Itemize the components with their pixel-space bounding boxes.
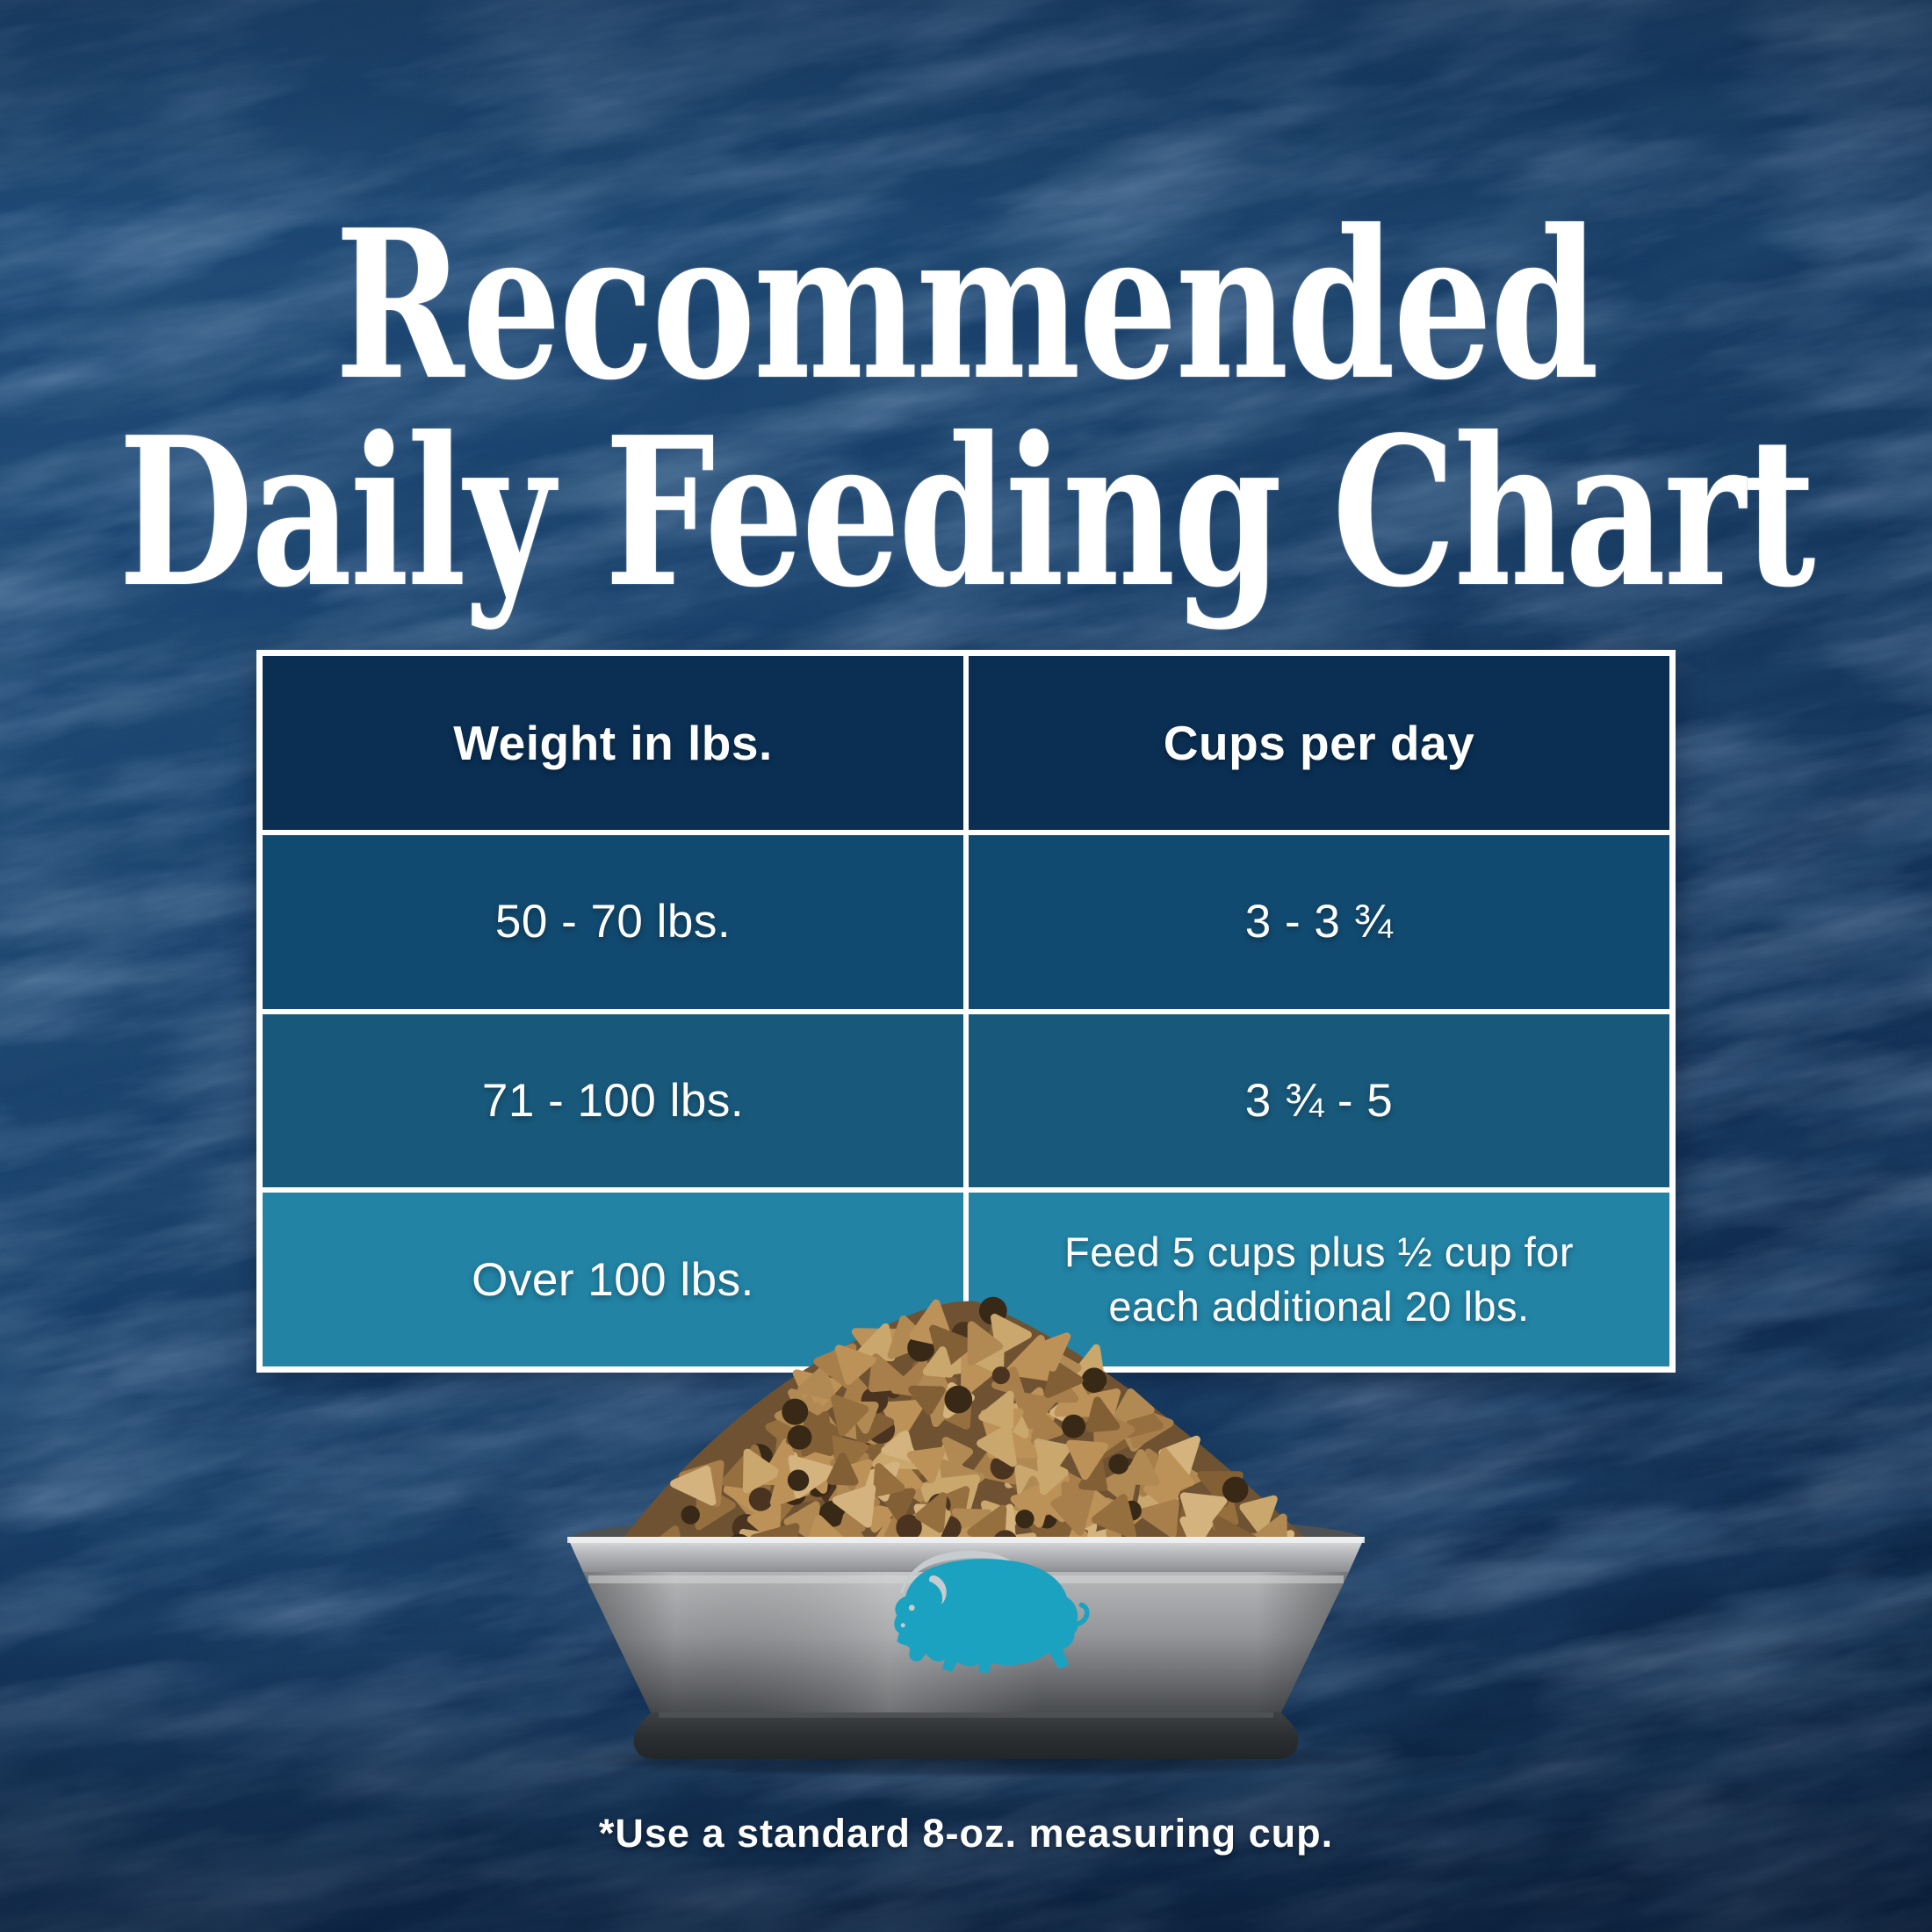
- table-cell-weight-row1: 50 - 70 lbs.: [263, 834, 963, 1009]
- footnote: *Use a standard 8-oz. measuring cup.: [598, 1811, 1334, 1856]
- feeding-table: Weight in lbs. Cups per day 50 - 70 lbs.…: [256, 650, 1676, 1373]
- table-cell-cups-row3: Feed 5 cups plus ½ cup for each addition…: [969, 1193, 1669, 1366]
- table-cell-cups-row2: 3 ¾ - 5: [969, 1013, 1669, 1188]
- column-header-weight: Weight in lbs.: [263, 656, 963, 830]
- dog-bowl-illustration: [553, 1296, 1379, 1777]
- table-cell-weight-row2: 71 - 100 lbs.: [263, 1013, 963, 1188]
- table-cell-weight-row3: Over 100 lbs.: [263, 1193, 963, 1366]
- table-cell-cups-row1: 3 - 3 ¾: [969, 834, 1669, 1009]
- title-line-1: Recommended: [335, 184, 1598, 425]
- buffalo-logo-icon: [894, 1550, 1090, 1674]
- title-line-2: Daily Feeding Chart: [118, 392, 1816, 632]
- column-header-cups: Cups per day: [969, 656, 1669, 830]
- kibble-pile: [645, 1296, 1295, 1578]
